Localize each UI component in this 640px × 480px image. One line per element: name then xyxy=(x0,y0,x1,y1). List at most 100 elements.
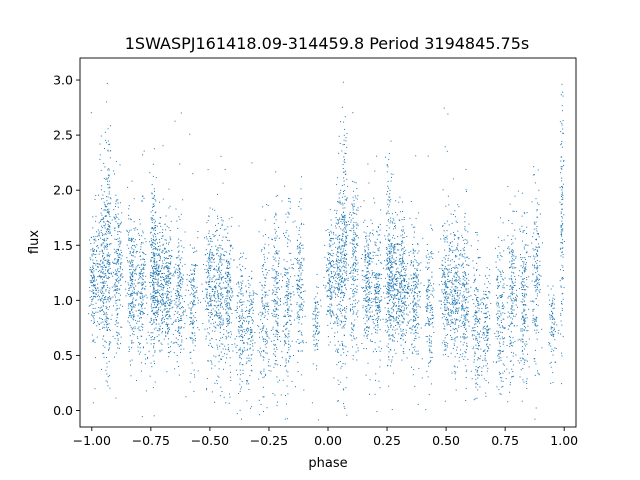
data-point xyxy=(93,275,95,277)
data-point xyxy=(165,335,167,337)
data-point xyxy=(344,207,346,209)
data-point xyxy=(343,260,345,262)
data-point xyxy=(91,301,93,302)
data-point xyxy=(97,235,99,237)
data-point xyxy=(100,310,101,312)
data-point xyxy=(121,326,123,328)
data-point xyxy=(132,252,134,254)
data-point xyxy=(275,232,276,234)
data-point xyxy=(290,304,292,306)
data-point xyxy=(287,295,289,297)
data-point xyxy=(220,343,222,345)
data-point xyxy=(211,254,213,255)
data-point xyxy=(131,238,133,240)
data-point xyxy=(337,236,339,237)
data-point xyxy=(363,221,365,223)
data-point xyxy=(225,312,227,314)
data-point xyxy=(336,348,338,350)
data-point xyxy=(118,256,120,258)
data-point xyxy=(154,222,156,224)
data-point xyxy=(193,273,195,275)
data-point xyxy=(225,318,227,320)
data-point xyxy=(119,202,121,204)
data-point xyxy=(271,340,273,342)
data-point xyxy=(108,231,109,232)
data-point xyxy=(342,240,344,242)
data-point xyxy=(285,295,287,296)
data-point xyxy=(260,250,262,252)
data-point xyxy=(95,220,97,222)
data-point xyxy=(343,280,345,282)
data-point xyxy=(219,321,221,323)
data-point xyxy=(152,280,154,282)
data-point xyxy=(101,198,102,200)
data-point xyxy=(139,276,141,277)
data-point xyxy=(364,249,366,251)
data-point xyxy=(175,320,177,322)
data-point xyxy=(141,305,143,307)
data-point xyxy=(240,374,242,376)
data-point xyxy=(145,358,147,360)
data-point xyxy=(376,230,378,232)
data-point xyxy=(283,315,285,317)
data-point xyxy=(329,288,331,290)
data-point xyxy=(229,336,231,338)
data-point xyxy=(139,251,141,253)
data-point xyxy=(377,322,378,323)
data-point xyxy=(114,217,116,219)
data-point xyxy=(155,299,156,301)
data-point xyxy=(137,346,139,348)
data-point xyxy=(285,395,286,396)
data-point xyxy=(209,250,211,252)
data-point xyxy=(230,258,232,260)
data-point xyxy=(115,397,117,399)
data-point xyxy=(276,348,278,350)
data-point xyxy=(330,262,332,264)
data-point xyxy=(349,310,351,312)
data-point xyxy=(102,235,103,237)
data-point xyxy=(285,236,287,238)
data-point xyxy=(348,273,350,275)
data-point xyxy=(335,261,337,262)
data-point xyxy=(133,269,135,271)
data-point xyxy=(172,306,174,308)
data-point xyxy=(365,290,366,292)
data-point xyxy=(157,312,159,314)
data-point xyxy=(89,269,91,271)
data-point xyxy=(104,312,106,314)
data-point xyxy=(346,354,348,356)
data-point xyxy=(296,287,298,289)
data-point xyxy=(162,328,163,329)
data-point xyxy=(155,278,157,280)
data-point xyxy=(116,269,118,271)
data-point xyxy=(98,253,100,255)
data-point xyxy=(147,331,149,333)
data-point xyxy=(202,290,203,292)
data-point xyxy=(338,246,340,248)
data-point xyxy=(175,298,177,300)
data-point xyxy=(219,258,221,260)
data-point xyxy=(120,254,122,256)
data-point xyxy=(99,298,101,300)
data-point xyxy=(153,236,155,238)
data-point xyxy=(351,203,353,205)
data-point xyxy=(189,281,191,282)
data-point xyxy=(102,321,104,323)
data-point xyxy=(220,298,221,300)
data-point xyxy=(102,256,104,258)
data-point xyxy=(106,142,107,144)
data-point xyxy=(302,244,304,246)
data-point xyxy=(105,307,107,309)
data-point xyxy=(120,336,122,338)
data-point xyxy=(374,342,376,344)
data-point xyxy=(220,288,222,290)
data-point xyxy=(214,286,216,287)
data-point xyxy=(208,274,210,276)
data-point xyxy=(217,250,219,252)
data-point xyxy=(95,240,97,242)
data-point xyxy=(165,263,167,264)
data-point xyxy=(240,340,242,341)
data-point xyxy=(117,343,119,345)
data-point xyxy=(177,288,179,290)
